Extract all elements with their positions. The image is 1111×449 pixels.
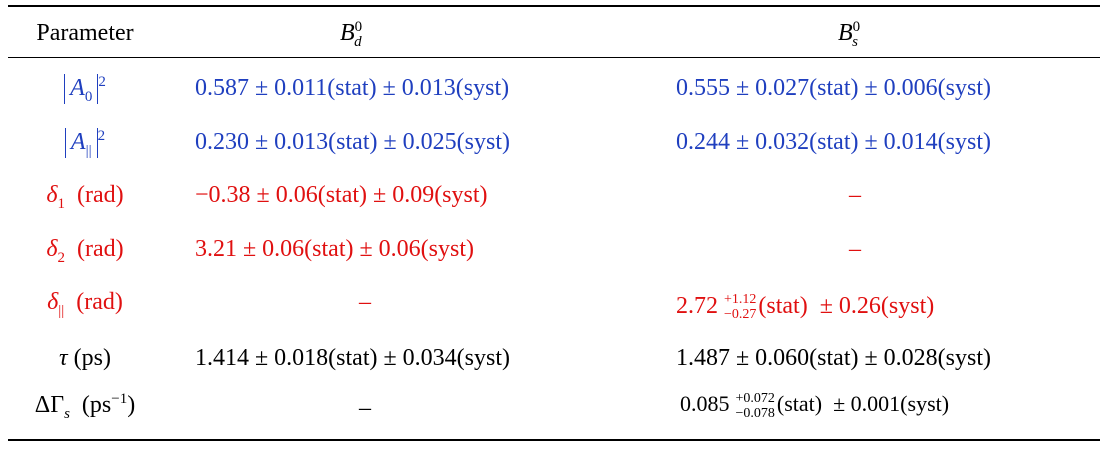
header-cell: B0s [838,13,861,53]
sup: 2 [97,128,106,144]
symbol: δ [46,236,58,262]
abs-bars: A0 [64,74,99,106]
header-cell: Parameter [0,13,170,53]
row-label: δ|| (rad) [0,282,170,322]
value-cell: – [359,289,371,315]
central: 0.085 [680,391,730,416]
unit: (rad) [77,182,124,208]
value-cell: – [849,236,861,262]
value-cell: 1.487 ± 0.060(stat) ± 0.028(syst) [676,345,991,371]
row-label: δ1 (rad) [0,175,170,215]
sub: d [354,34,362,50]
unit: (rad) [76,289,123,315]
value-cell: 2.72 +1.12 −0.27 (stat) ± 0.26(syst) [676,286,934,326]
symbol: δ [47,289,59,315]
sub: 0 [84,89,93,106]
sup: 2 [98,74,106,90]
central: 2.72 [676,293,718,319]
symbol: δ [46,182,58,208]
row-label: A||2 [0,122,170,162]
value-cell: – [359,395,371,421]
sub-text: s [852,33,859,50]
header-cell: B0d [340,13,362,53]
sub: 1 [57,195,66,212]
row-label: ΔΓs (ps−1) [0,385,170,425]
bottom-rule [8,439,1100,441]
value-cell: −0.38 ± 0.06(stat) ± 0.09(syst) [195,182,488,208]
sup: 0 [354,19,363,35]
value-cell: 0.587 ± 0.011(stat) ± 0.013(syst) [195,75,510,101]
header-rule [8,57,1100,58]
asym-error: +0.072 −0.078 [736,391,775,421]
symbol: A [70,75,85,102]
value-cell: – [849,182,861,208]
symbol: B [838,20,853,46]
asym-error: +1.12 −0.27 [724,292,756,322]
unit: (rad) [77,236,124,262]
sub-text: d [354,33,362,50]
plus-error: +0.072 [735,390,775,406]
sub-text: s [64,405,70,422]
symbol: B [340,20,355,46]
sub: s [852,34,858,50]
unit: (ps) [73,345,111,371]
sup: 0 [852,19,861,35]
header-text: Parameter [36,20,134,46]
plus-error: +1.12 [724,292,757,308]
sub: || [85,143,92,160]
value-cell: 1.414 ± 0.018(stat) ± 0.034(syst) [195,345,510,371]
minus-error: −0.27 [724,307,757,323]
value-cell: 0.555 ± 0.027(stat) ± 0.006(syst) [676,75,991,101]
value-cell: 0.230 ± 0.013(stat) ± 0.025(syst) [195,129,510,155]
row-label: δ2 (rad) [0,229,170,269]
sub: || [58,302,65,319]
value-cell: 0.244 ± 0.032(stat) ± 0.014(syst) [676,129,991,155]
sub: 2 [57,249,66,266]
unit-close: ) [127,392,136,418]
sub: s [64,406,70,422]
top-rule [8,5,1100,7]
symbol: ΔΓ [34,392,65,418]
rest: (stat) ± 0.26(syst) [758,293,935,319]
symbol: τ [59,345,68,371]
rest: (stat) ± 0.001(syst) [776,391,950,416]
abs-bars: A|| [64,128,98,160]
row-label: A02 [0,68,170,108]
value-cell: 3.21 ± 0.06(stat) ± 0.06(syst) [195,236,474,262]
row-label: τ (ps) [0,338,170,378]
unit-sup: −1 [111,391,128,407]
minus-error: −0.078 [735,405,775,421]
value-cell: 0.085 +0.072 −0.078 (stat) ± 0.001(syst) [680,384,949,424]
unit-open: (ps [81,392,112,418]
symbol: A [70,129,86,156]
